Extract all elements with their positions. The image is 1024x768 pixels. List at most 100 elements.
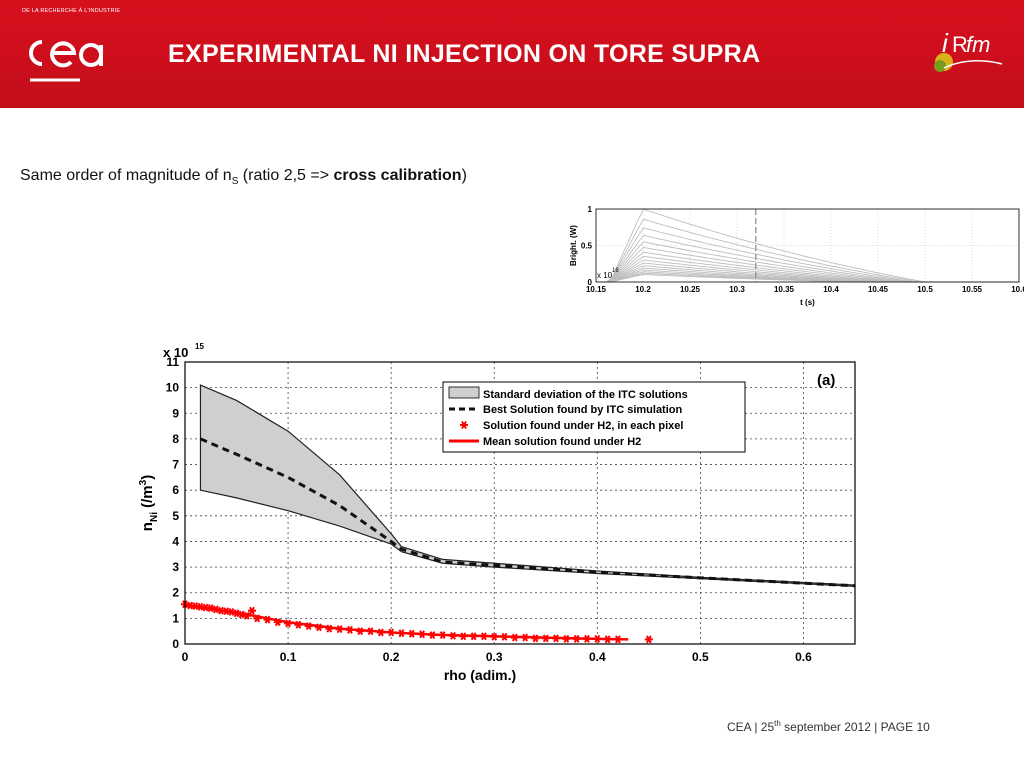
h2-solution-marker bbox=[227, 607, 236, 616]
slide-title: EXPERIMENTAL NI INJECTION ON TORE SUPRA bbox=[168, 40, 761, 68]
best-solution-line bbox=[199, 437, 856, 588]
h2-marker-stroke bbox=[594, 634, 601, 643]
main-y-tick-label: 11 bbox=[166, 355, 179, 369]
h2-marker-stroke bbox=[249, 606, 255, 615]
h2-solution-marker bbox=[263, 615, 272, 624]
h2-solution-marker bbox=[644, 635, 653, 644]
h2-marker-stroke bbox=[408, 629, 415, 638]
inset-y-tick-label: 0 bbox=[588, 278, 593, 287]
h2-solution-marker bbox=[366, 627, 375, 636]
h2-marker-stroke bbox=[377, 628, 384, 637]
y-label-exp: 3 bbox=[138, 479, 149, 485]
h2-marker-stroke bbox=[207, 604, 214, 613]
h2-marker-stroke bbox=[187, 601, 194, 610]
h2-marker-stroke bbox=[295, 620, 302, 629]
inset-x-tick-label: 10.25 bbox=[680, 285, 701, 294]
main-x-tick-label: 0.5 bbox=[692, 650, 709, 664]
irfm-logo: irfm i R fm bbox=[934, 28, 1003, 72]
h2-marker-stroke bbox=[398, 629, 405, 638]
main-x-tick-label: 0.4 bbox=[589, 650, 606, 664]
h2-marker-stroke bbox=[336, 625, 343, 634]
h2-marker-stroke bbox=[243, 611, 250, 620]
main-y-tick-label: 1 bbox=[172, 611, 179, 625]
footer-prefix: CEA | 25 bbox=[727, 720, 775, 734]
h2-marker-stroke bbox=[218, 606, 224, 615]
main-y-tick-label: 6 bbox=[172, 483, 179, 497]
h2-solution-marker bbox=[490, 632, 499, 641]
header-banner: DE LA RECHERCHE À L'INDUSTRIE cea EXPERI… bbox=[0, 0, 1024, 108]
main-x-axis-label: rho (adim.) bbox=[444, 667, 516, 683]
svg-text:i: i bbox=[942, 28, 949, 58]
h2-solution-marker bbox=[449, 631, 457, 640]
body-text: Same order of magnitude of nS (ratio 2,5… bbox=[20, 167, 467, 187]
h2-solution-marker bbox=[572, 634, 581, 643]
h2-solution-marker bbox=[325, 624, 334, 633]
main-y-tick-label: 7 bbox=[172, 458, 179, 472]
y-label-unit: (/m bbox=[139, 485, 156, 512]
text-mid: (ratio 2,5 => bbox=[238, 167, 334, 184]
h2-marker-stroke bbox=[522, 633, 529, 642]
h2-marker-stroke bbox=[460, 632, 467, 641]
h2-solution-marker bbox=[206, 604, 215, 613]
main-y-tick-label: 2 bbox=[172, 586, 179, 600]
panel-label: (a) bbox=[817, 372, 835, 389]
inset-y-axis-label: Bright. (W) bbox=[569, 225, 578, 266]
text-suffix: ) bbox=[461, 167, 467, 184]
h2-marker-stroke bbox=[238, 610, 245, 619]
h2-marker-stroke bbox=[573, 634, 580, 643]
legend-entry: Best Solution found by ITC simulation bbox=[483, 404, 682, 416]
h2-marker-stroke bbox=[532, 634, 539, 643]
h2-solution-marker bbox=[418, 630, 427, 639]
footer-sup: th bbox=[774, 719, 781, 728]
inset-x-tick-label: 10.3 bbox=[729, 285, 745, 294]
h2-solution-marker bbox=[248, 606, 256, 615]
h2-solution-marker bbox=[510, 633, 519, 642]
h2-marker-stroke bbox=[274, 618, 281, 627]
h2-solution-marker bbox=[562, 634, 571, 643]
h2-solution-marker bbox=[552, 634, 561, 643]
h2-marker-stroke bbox=[450, 631, 456, 640]
h2-solution-marker bbox=[315, 623, 323, 632]
h2-marker-stroke bbox=[553, 634, 559, 643]
svg-text:R: R bbox=[952, 32, 968, 57]
h2-marker-stroke bbox=[367, 627, 374, 636]
y-label-n: n bbox=[139, 522, 156, 531]
legend-entry: Standard deviation of the ITC solutions bbox=[483, 389, 688, 401]
h2-solution-marker bbox=[242, 611, 251, 620]
footer-suffix: september 2012 | PAGE 10 bbox=[780, 720, 930, 734]
legend-marker-stroke bbox=[461, 421, 467, 429]
cea-logo: cea bbox=[29, 40, 103, 82]
h2-solution-marker bbox=[294, 620, 303, 629]
inset-x-tick-label: 10.4 bbox=[823, 285, 839, 294]
h2-marker-stroke bbox=[254, 614, 261, 623]
h2-solution-marker bbox=[356, 627, 365, 636]
h2-solution-marker bbox=[376, 628, 385, 637]
h2-marker-stroke bbox=[419, 630, 425, 639]
density-profile-chart: 0 0.1 0.2 0.3 0.4 0.5 0.6 0 1 2 3 4 5 6 7 8 9 10 11 Standar… bbox=[138, 342, 856, 683]
h2-marker-stroke bbox=[584, 634, 590, 643]
legend-entry: Solution found under H2, in each pixel bbox=[483, 420, 683, 432]
h2-solution-marker bbox=[232, 609, 241, 618]
h2-marker-stroke bbox=[501, 632, 508, 641]
legend-swatch-band bbox=[448, 386, 480, 399]
h2-marker-stroke bbox=[228, 607, 235, 616]
svg-text:fm: fm bbox=[966, 32, 990, 57]
inset-y-tick-label: 0.5 bbox=[581, 242, 593, 251]
h2-marker-stroke bbox=[223, 607, 230, 616]
h2-marker-stroke bbox=[511, 633, 518, 642]
inset-x-tick-label: 10.55 bbox=[962, 285, 983, 294]
h2-marker-stroke bbox=[604, 635, 611, 644]
text-subscript: S bbox=[231, 176, 239, 188]
main-x-tick-label: 0.2 bbox=[383, 650, 400, 664]
main-y-tick-label: 0 bbox=[172, 637, 179, 651]
h2-marker-stroke bbox=[305, 622, 312, 631]
h2-marker-stroke bbox=[357, 627, 364, 636]
inset-frame bbox=[595, 208, 1020, 283]
inset-x-tick-label: 10.6 bbox=[1011, 285, 1024, 294]
h2-solution-marker bbox=[211, 605, 220, 614]
h2-marker-stroke bbox=[470, 632, 477, 641]
h2-solution-marker bbox=[541, 634, 550, 643]
main-x-tick-label: 0.3 bbox=[486, 650, 503, 664]
h2-marker-stroke bbox=[285, 619, 291, 628]
main-y-multiplier-exp: 15 bbox=[195, 342, 204, 351]
